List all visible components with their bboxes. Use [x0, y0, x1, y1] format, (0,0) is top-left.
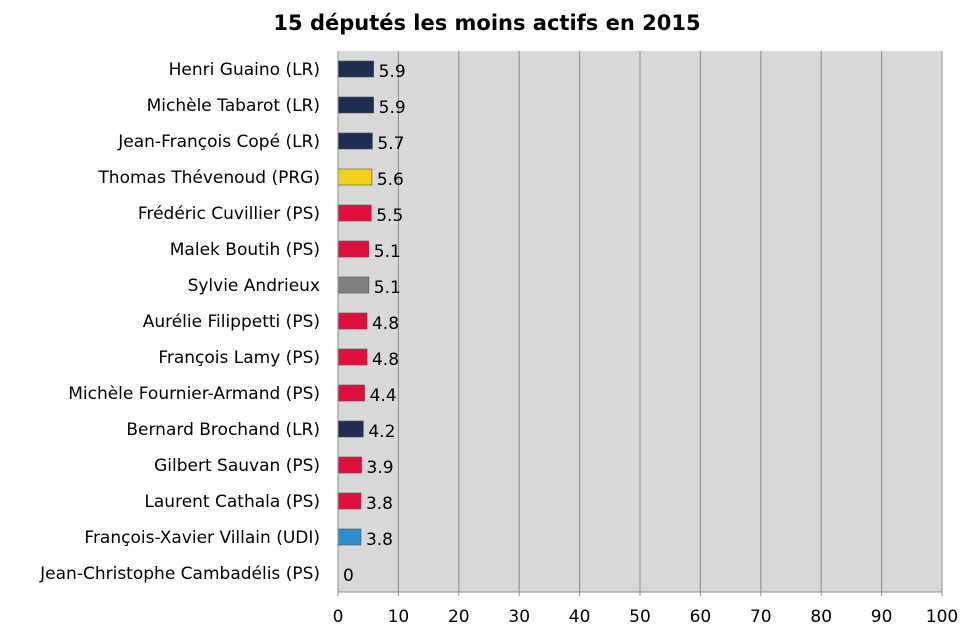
bar — [337, 132, 373, 150]
x-tick-label: 70 — [750, 607, 772, 627]
category-label: Gilbert Sauvan (PS) — [154, 456, 320, 476]
x-tick-label: 90 — [871, 607, 893, 627]
bar — [337, 348, 368, 366]
bar — [337, 420, 364, 438]
value-labels: 5.9 5.9 5.7 5.6 5.5 5.1 5.1 4.8 4.8 4.4 4.2 3.9 3.8 3… — [343, 62, 406, 586]
bar — [337, 240, 370, 258]
data-label: 3.8 — [366, 530, 393, 550]
category-label: Aurélie Filippetti (PS) — [143, 312, 320, 332]
x-tick-label: 80 — [810, 607, 832, 627]
data-label: 4.2 — [368, 422, 395, 442]
bar — [337, 60, 374, 78]
x-tick-label: 10 — [388, 607, 410, 627]
category-label: Frédéric Cuvillier (PS) — [138, 204, 320, 224]
category-label: François-Xavier Villain (UDI) — [84, 528, 320, 548]
bar — [337, 276, 370, 294]
x-tick-label: 40 — [569, 607, 591, 627]
data-label: 5.9 — [379, 98, 406, 118]
bar — [337, 312, 368, 330]
data-label: 5.6 — [377, 170, 404, 190]
bar — [337, 456, 362, 474]
category-label: Jean-François Copé (LR) — [117, 132, 320, 152]
category-label: Michèle Fournier-Armand (PS) — [68, 384, 320, 404]
data-label: 5.5 — [376, 206, 403, 226]
category-label: Jean-Christophe Cambadélis (PS) — [39, 564, 320, 584]
bar — [337, 96, 374, 114]
data-label: 4.4 — [370, 386, 397, 406]
data-label: 0 — [343, 566, 354, 586]
category-labels: Henri Guaino (LR) Michèle Tabarot (LR) Jea… — [39, 60, 320, 584]
bar — [337, 168, 373, 186]
data-label: 5.1 — [374, 278, 401, 298]
bar — [337, 384, 365, 402]
data-label: 4.8 — [372, 350, 399, 370]
category-label: François Lamy (PS) — [158, 348, 320, 368]
data-label: 3.9 — [367, 458, 394, 478]
category-label: Michèle Tabarot (LR) — [147, 96, 320, 116]
x-axis-ticks: 0 10 20 30 40 50 60 70 80 90 100 — [333, 607, 959, 627]
x-tick-label: 100 — [926, 607, 958, 627]
gridlines — [397, 51, 943, 596]
data-label: 5.7 — [377, 134, 404, 154]
chart-title: 15 députés les moins actifs en 2015 — [273, 11, 700, 35]
x-tick-label: 20 — [448, 607, 470, 627]
category-label: Henri Guaino (LR) — [169, 60, 320, 80]
bars-group — [337, 60, 374, 546]
x-tick-label: 60 — [690, 607, 712, 627]
category-label: Thomas Thévenoud (PRG) — [97, 168, 320, 188]
x-tick-label: 30 — [508, 607, 530, 627]
bar — [337, 528, 362, 546]
data-label: 5.9 — [379, 62, 406, 82]
category-label: Bernard Brochand (LR) — [126, 420, 320, 440]
category-label: Sylvie Andrieux — [188, 276, 320, 296]
category-label: Laurent Cathala (PS) — [144, 492, 320, 512]
category-label: Malek Boutih (PS) — [170, 240, 320, 260]
data-label: 4.8 — [372, 314, 399, 334]
bar — [337, 492, 362, 510]
x-tick-label: 0 — [333, 607, 344, 627]
data-label: 3.8 — [366, 494, 393, 514]
bar — [337, 204, 372, 222]
x-tick-label: 50 — [629, 607, 651, 627]
data-label: 5.1 — [374, 242, 401, 262]
